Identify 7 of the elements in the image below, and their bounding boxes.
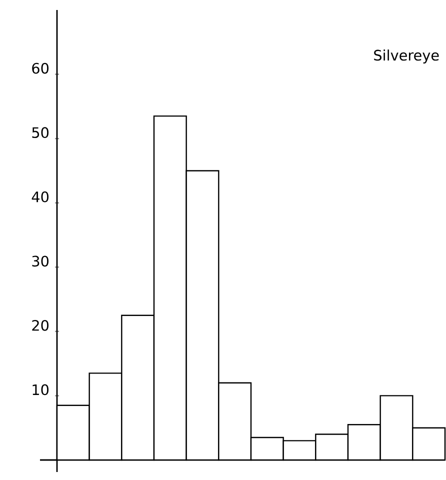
y-tick-label: 60 — [32, 62, 49, 74]
y-tick-label: 40 — [32, 191, 49, 202]
y-tick-label: 10 — [32, 384, 49, 396]
y-tick-label: 30 — [32, 256, 49, 267]
y-tick-label: 20 — [32, 320, 49, 331]
y-tick-label: 50 — [32, 127, 49, 138]
text: Silvereye — [374, 50, 439, 64]
